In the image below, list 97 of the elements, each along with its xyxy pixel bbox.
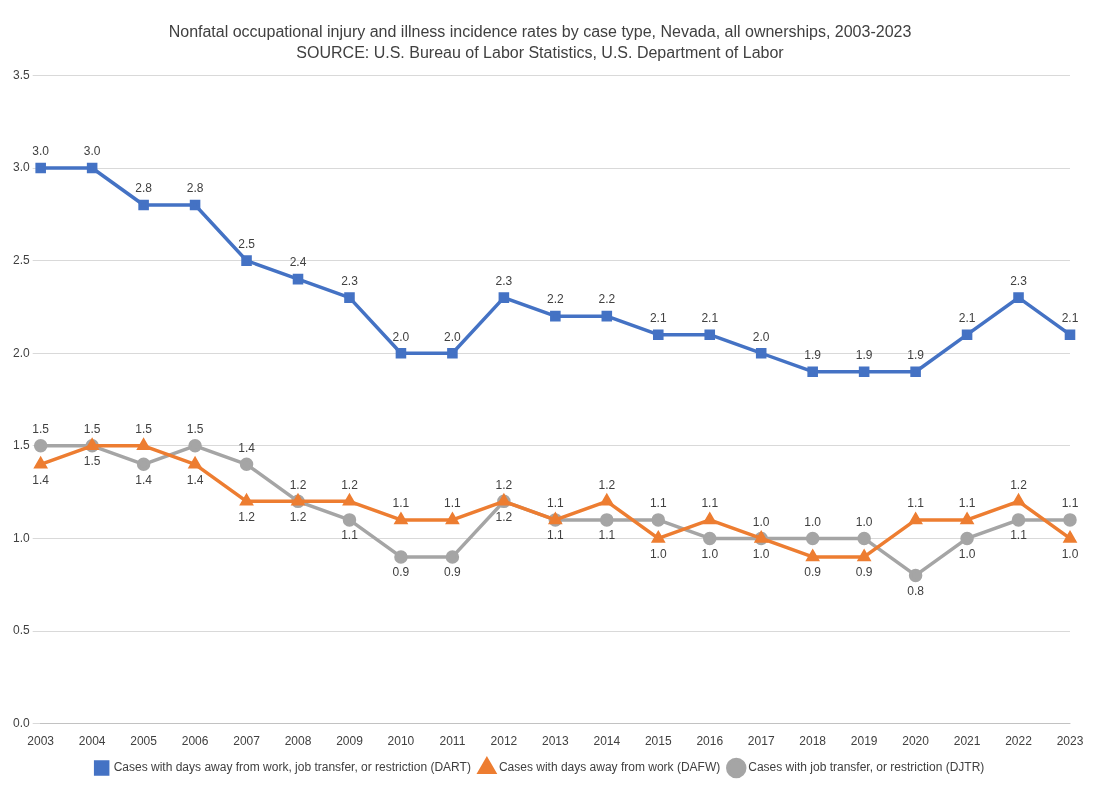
x-tick-label: 2006 xyxy=(181,734,209,749)
data-label: 0.9 xyxy=(855,565,873,580)
x-tick-label: 2014 xyxy=(593,734,621,749)
data-label: 1.4 xyxy=(135,472,153,487)
x-tick-label: 2009 xyxy=(336,734,364,749)
data-label: 1.2 xyxy=(289,509,307,524)
y-tick-label: 2.5 xyxy=(12,252,30,267)
data-label: 1.2 xyxy=(238,509,256,524)
data-label: 1.2 xyxy=(341,477,359,492)
data-label: 2.8 xyxy=(186,181,204,196)
x-tick-label: 2007 xyxy=(233,734,261,749)
data-label: 1.0 xyxy=(649,546,667,561)
data-label: 1.9 xyxy=(907,348,925,363)
data-label: 1.5 xyxy=(135,422,153,437)
data-label: 1.5 xyxy=(32,422,50,437)
data-label: 1.2 xyxy=(495,477,513,492)
data-label: 2.2 xyxy=(547,292,564,307)
y-tick-label: 3.0 xyxy=(12,160,30,175)
x-tick-label: 2017 xyxy=(747,734,775,749)
chart-title: Nonfatal occupational injury and illness incidence rates by case type, Nevada, all ownerships, 2003-2023 xyxy=(168,23,912,41)
data-label: 1.1 xyxy=(907,496,925,511)
data-label: 1.5 xyxy=(83,454,101,469)
legend-label: Cases with job transfer, or restriction (DJTR) xyxy=(748,760,985,775)
legend-label: Cases with days away from work, job transfer, or restriction (DART) xyxy=(113,760,471,775)
x-tick-label: 2022 xyxy=(1005,734,1033,749)
data-label: 1.1 xyxy=(701,496,719,511)
data-label: 1.4 xyxy=(32,472,50,487)
data-label: 2.4 xyxy=(289,255,307,270)
data-label: 2.3 xyxy=(341,273,359,288)
x-tick-label: 2008 xyxy=(284,734,312,749)
x-tick-label: 2018 xyxy=(799,734,827,749)
data-label: 2.8 xyxy=(135,181,153,196)
data-label: 2.0 xyxy=(444,329,462,344)
data-label: 2.1 xyxy=(958,310,976,325)
x-tick-label: 2004 xyxy=(78,734,106,749)
source-note: SOURCE: U.S. Bureau of Labor Statistics, U.S. Department of Labor xyxy=(296,44,785,62)
data-label: 1.2 xyxy=(495,509,513,524)
data-label: 1.0 xyxy=(752,514,770,529)
data-label: 1.0 xyxy=(1061,546,1079,561)
data-label: 1.1 xyxy=(1061,496,1079,511)
data-label: 2.1 xyxy=(1061,310,1079,325)
x-tick-label: 2016 xyxy=(696,734,724,749)
data-label: 2.5 xyxy=(238,236,256,251)
data-label: 2.0 xyxy=(752,329,770,344)
data-label: 1.9 xyxy=(855,348,873,363)
y-tick-label: 0.5 xyxy=(12,623,30,638)
data-label: 1.2 xyxy=(598,477,616,492)
data-label: 2.1 xyxy=(701,310,719,325)
data-label: 1.1 xyxy=(341,528,359,543)
data-label: 1.2 xyxy=(289,477,307,492)
x-tick-label: 2013 xyxy=(541,734,570,749)
y-tick-label: 3.5 xyxy=(12,67,30,82)
x-tick-label: 2011 xyxy=(439,734,466,749)
data-label: 0.9 xyxy=(392,565,410,580)
data-label: 1.1 xyxy=(958,496,976,511)
data-label: 1.2 xyxy=(1010,477,1028,492)
x-tick-label: 2015 xyxy=(644,734,672,749)
data-label: 1.4 xyxy=(186,472,204,487)
x-tick-label: 2012 xyxy=(490,734,518,749)
data-label: 2.2 xyxy=(598,292,616,307)
x-tick-label: 2003 xyxy=(27,734,55,749)
data-label: 1.0 xyxy=(958,546,976,561)
x-tick-label: 2005 xyxy=(130,734,158,749)
data-label: 1.4 xyxy=(238,440,256,455)
x-tick-label: 2023 xyxy=(1056,734,1084,749)
data-label: 0.9 xyxy=(444,565,462,580)
data-label: 1.1 xyxy=(598,528,616,543)
data-label: 2.0 xyxy=(392,329,410,344)
data-label: 2.1 xyxy=(649,310,667,325)
data-label: 1.1 xyxy=(547,496,564,511)
data-label: 1.1 xyxy=(1010,528,1028,543)
data-label: 1.5 xyxy=(83,422,101,437)
data-label: 1.0 xyxy=(855,514,873,529)
data-label: 3.0 xyxy=(83,144,101,159)
data-label: 1.1 xyxy=(547,528,564,543)
data-label: 1.5 xyxy=(186,422,204,437)
data-label: 1.1 xyxy=(392,496,410,511)
y-tick-label: 1.0 xyxy=(12,530,30,545)
data-label: 3.0 xyxy=(32,144,50,159)
data-label: 0.8 xyxy=(907,583,925,598)
legend-label: Cases with days away from work (DAFW) xyxy=(498,760,721,775)
y-tick-label: 1.5 xyxy=(12,438,30,453)
x-tick-label: 2010 xyxy=(387,734,415,749)
x-tick-label: 2021 xyxy=(953,734,981,749)
x-tick-label: 2019 xyxy=(850,734,878,749)
data-label: 2.3 xyxy=(1010,273,1028,288)
data-label: 1.0 xyxy=(804,514,822,529)
y-tick-label: 2.0 xyxy=(12,345,30,360)
y-tick-label: 0.0 xyxy=(12,715,30,730)
data-label: 1.0 xyxy=(752,546,770,561)
data-label: 1.9 xyxy=(804,348,822,363)
data-label: 1.1 xyxy=(649,496,667,511)
data-label: 0.9 xyxy=(804,565,822,580)
x-tick-label: 2020 xyxy=(902,734,930,749)
data-label: 2.3 xyxy=(495,273,513,288)
data-label: 1.1 xyxy=(444,496,462,511)
data-label: 1.0 xyxy=(701,546,719,561)
